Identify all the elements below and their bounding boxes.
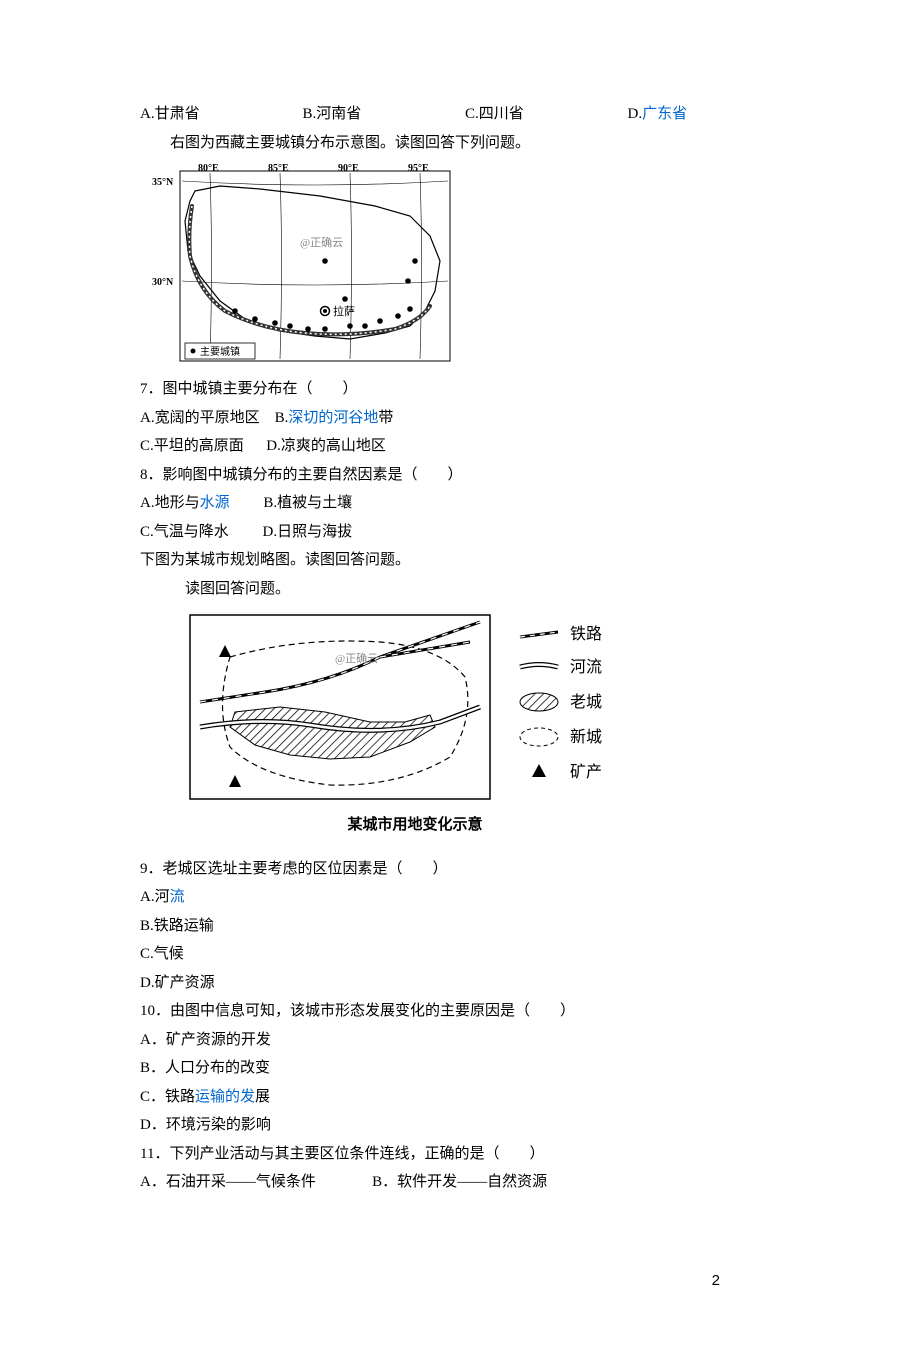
q7-stem: 7．图中城镇主要分布在（ ） <box>140 375 790 404</box>
svg-text:新城: 新城 <box>570 728 602 746</box>
svg-text:@正确云: @正确云 <box>300 236 343 249</box>
q8-row2: C.气温与降水 D.日照与海拔 <box>140 518 790 547</box>
svg-text:95°E: 95°E <box>408 163 429 174</box>
svg-text:矿产: 矿产 <box>570 763 602 781</box>
svg-text:30°N: 30°N <box>152 277 174 288</box>
q7-row2: C.平坦的高原面 D.凉爽的高山地区 <box>140 432 790 461</box>
option-a: A.甘肃省 <box>140 100 303 129</box>
q10-option-c: C．铁路运输的发展 <box>140 1083 790 1112</box>
q8-stem: 8．影响图中城镇分布的主要自然因素是（ ） <box>140 461 790 490</box>
svg-text:铁路: 铁路 <box>570 625 602 643</box>
svg-text:80°E: 80°E <box>198 163 219 174</box>
option-d: D.广东省 <box>628 100 791 129</box>
q7-row1: A.宽阔的平原地区 B.深切的河谷地带 <box>140 404 790 433</box>
figure2-intro-b: 读图回答问题。 <box>140 575 790 604</box>
figure-tibet-map: 80°E 85°E 90°E 95°E 35°N 30°N 拉萨 @正确云主要城镇 <box>150 161 790 371</box>
q7-option-a: A.宽阔的平原地区 <box>140 410 260 426</box>
link-guangdong: 广东省 <box>642 100 687 129</box>
q8-option-b: B.植被与土壤 <box>263 495 352 511</box>
q11-option-b: B．软件开发——自然资源 <box>372 1174 547 1190</box>
q11-option-a: A．石油开采——气候条件 <box>140 1174 316 1190</box>
q8-option-a: A.地形与水源 <box>140 495 230 511</box>
q8-row1: A.地形与水源 B.植被与土壤 <box>140 489 790 518</box>
page-number: 2 <box>140 1267 790 1296</box>
q10-stem: 10．由图中信息可知，该城市形态发展变化的主要原因是（ ） <box>140 997 790 1026</box>
svg-text:35°N: 35°N <box>152 177 174 188</box>
q7-option-c: C.平坦的高原面 <box>140 438 244 454</box>
q10-option-d: D．环境污染的影响 <box>140 1111 790 1140</box>
q8-option-c: C.气温与降水 <box>140 524 229 540</box>
q9-option-a: A.河流 <box>140 883 790 912</box>
q9-stem: 9．老城区选址主要考虑的区位因素是（ ） <box>140 855 790 884</box>
option-b: B.河南省 <box>303 100 466 129</box>
svg-text:85°E: 85°E <box>268 163 289 174</box>
svg-text:主要城镇: 主要城镇 <box>200 345 240 358</box>
svg-text:老城: 老城 <box>570 693 602 711</box>
svg-text:@正确云: @正确云 <box>335 652 378 665</box>
q9-option-d: D.矿产资源 <box>140 969 790 998</box>
figure1-intro: 右图为西藏主要城镇分布示意图。读图回答下列问题。 <box>140 129 790 158</box>
q10-option-b: B．人口分布的改变 <box>140 1054 790 1083</box>
q7-option-d: D.凉爽的高山地区 <box>266 438 386 454</box>
option-c: C.四川省 <box>465 100 628 129</box>
svg-text:河流: 河流 <box>570 658 602 676</box>
figure2-intro: 下图为某城市规划略图。读图回答问题。 <box>140 546 790 575</box>
q10-option-a: A．矿产资源的开发 <box>140 1026 790 1055</box>
figure-city-plan: @正确云 铁路河流老城新城矿产 某城市用地变化示意 <box>180 607 790 840</box>
q-prev-options: A.甘肃省 B.河南省 C.四川省 D.广东省 <box>140 100 790 129</box>
q11-stem: 11．下列产业活动与其主要区位条件连线，正确的是（ ） <box>140 1140 790 1169</box>
exam-page: A.甘肃省 B.河南省 C.四川省 D.广东省 右图为西藏主要城镇分布示意图。读… <box>0 0 920 1355</box>
q9-option-b: B.铁路运输 <box>140 912 790 941</box>
figure2-caption: 某城市用地变化示意 <box>280 811 550 840</box>
q7-option-b: B.深切的河谷地带 <box>275 410 394 426</box>
q11-row1: A．石油开采——气候条件 B．软件开发——自然资源 <box>140 1168 790 1197</box>
svg-text:90°E: 90°E <box>338 163 359 174</box>
svg-text:拉萨: 拉萨 <box>333 304 355 318</box>
q9-option-c: C.气候 <box>140 940 790 969</box>
q8-option-d: D.日照与海拔 <box>263 524 353 540</box>
